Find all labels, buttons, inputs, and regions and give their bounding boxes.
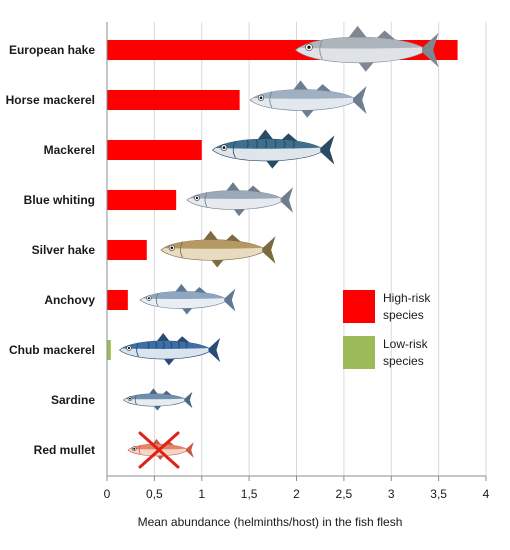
x-tick-label: 1,5 xyxy=(241,487,258,501)
category-label: Sardine xyxy=(51,393,95,407)
fish-illustrations xyxy=(119,25,439,469)
category-label: Anchovy xyxy=(44,293,95,307)
horse-mackerel-fish-icon xyxy=(249,80,367,118)
x-tick-label: 2,5 xyxy=(336,487,353,501)
x-tick-label: 4 xyxy=(483,487,490,501)
x-axis: 0 0,5 1 1,5 2 2,5 3 3,5 4 xyxy=(104,22,490,501)
category-label: Horse mackerel xyxy=(6,93,95,107)
category-labels: European hake Horse mackerel Mackerel Blue … xyxy=(6,43,96,457)
legend-label: species xyxy=(383,308,424,322)
category-label: Chub mackerel xyxy=(9,343,95,357)
mackerel-fish-icon xyxy=(212,129,335,169)
bar xyxy=(107,140,202,160)
legend-item-high: High-risk species xyxy=(343,290,431,323)
x-tick-label: 0 xyxy=(104,487,111,501)
legend-label: species xyxy=(383,354,424,368)
blue-whiting-fish-icon xyxy=(186,182,293,217)
x-axis-title: Mean abundance (helminths/host) in the f… xyxy=(138,515,403,529)
legend: High-risk species Low-risk species xyxy=(343,290,431,369)
x-tick-label: 3,5 xyxy=(430,487,447,501)
legend-item-low: Low-risk species xyxy=(343,336,429,369)
red-mullet-fish-icon xyxy=(127,438,194,461)
category-label: Mackerel xyxy=(44,143,95,157)
legend-label: Low-risk xyxy=(383,337,429,351)
category-label: Red mullet xyxy=(34,443,95,457)
sardine-fish-icon xyxy=(123,388,193,411)
x-tick-label: 3 xyxy=(388,487,395,501)
x-tick-label: 2 xyxy=(293,487,300,501)
bar xyxy=(107,240,147,260)
bar xyxy=(107,340,111,360)
x-tick-label: 1 xyxy=(198,487,205,501)
bar xyxy=(107,190,177,210)
category-label: Blue whiting xyxy=(24,193,95,207)
legend-swatch xyxy=(343,290,375,323)
category-label: Silver hake xyxy=(32,243,96,257)
bar xyxy=(107,290,128,310)
legend-swatch xyxy=(343,336,375,369)
cross-out-icon xyxy=(138,431,180,469)
bar xyxy=(107,90,240,110)
silver-hake-fish-icon xyxy=(160,230,276,268)
chub-mackerel-fish-icon xyxy=(119,333,221,366)
hake-fish-icon xyxy=(295,25,439,72)
category-label: European hake xyxy=(9,43,95,57)
x-tick-label: 0,5 xyxy=(146,487,163,501)
legend-label: High-risk xyxy=(383,291,431,305)
anchovy-fish-icon xyxy=(139,283,236,315)
